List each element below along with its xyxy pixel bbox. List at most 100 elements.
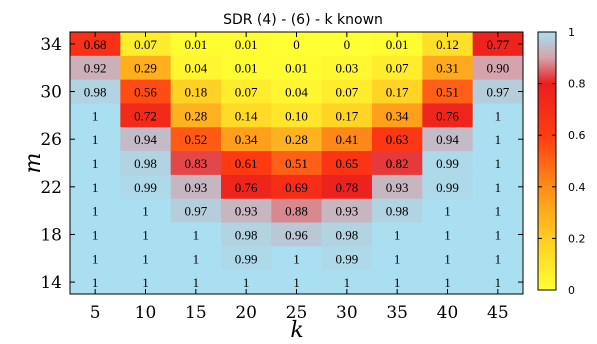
heatmap-cell (271, 222, 323, 247)
colorbar (537, 31, 557, 291)
cell-value-label: 0.93 (184, 180, 207, 195)
cell-value-label: 1 (243, 275, 250, 290)
heatmap-cell (321, 151, 373, 176)
cell-value-label: 1 (92, 156, 99, 171)
cell-value-label: 0.10 (285, 108, 308, 123)
cell-value-label: 0.93 (386, 180, 409, 195)
heatmap-cell (70, 246, 121, 271)
cell-value-label: 1 (142, 204, 149, 219)
cell-value-label: 1 (344, 275, 351, 290)
y-tick-label: 18 (40, 225, 62, 245)
heatmap-cell (372, 55, 423, 81)
cell-value-label: 0.94 (436, 132, 459, 147)
cell-value-label: 1 (495, 275, 502, 290)
cell-value-label: 1 (444, 275, 451, 290)
cell-value-label: 0.28 (184, 108, 207, 123)
cell-value-label: 1 (293, 251, 300, 266)
heatmap-cell (70, 222, 121, 247)
cell-value-label: 0.65 (335, 156, 358, 171)
x-tick-label: 25 (286, 303, 308, 323)
y-tick-label: 14 (40, 273, 62, 293)
heatmap-cell (70, 151, 121, 176)
colorbar-tick-label: 0.4 (568, 181, 586, 194)
heatmap-cell (422, 103, 474, 128)
cell-value-label: 0.17 (335, 108, 358, 123)
heatmap-cell (170, 79, 222, 104)
cell-value-label: 1 (444, 227, 451, 242)
heatmap-cell (372, 127, 423, 152)
cell-value-label: 1 (495, 108, 502, 123)
cell-value-label: 0.82 (386, 156, 409, 171)
cell-value-label: 1 (495, 132, 502, 147)
cell-value-label: 0.29 (134, 61, 157, 76)
colorbar-tick-label: 0 (568, 284, 575, 297)
cell-value-label: 1 (142, 251, 149, 266)
cell-value-label: 0.01 (184, 37, 207, 52)
heatmap-cell (221, 151, 272, 176)
heatmap-cell (170, 151, 222, 176)
heatmap-cell (321, 198, 373, 224)
heatmap-cell (372, 151, 423, 176)
heatmap-cell (372, 103, 423, 128)
heatmap-cell (472, 198, 524, 224)
heatmap-cell (372, 174, 423, 200)
colorbar-tick-label: 1 (568, 26, 575, 39)
heatmap-cell (221, 174, 272, 200)
cell-value-label: 1 (444, 251, 451, 266)
heatmap-cell (271, 55, 323, 81)
cell-value-label: 1 (142, 227, 149, 242)
cell-value-label: 0.68 (84, 37, 107, 52)
cell-value-label: 0.99 (134, 180, 157, 195)
heatmap-cell (170, 174, 222, 200)
cell-value-label: 0.31 (436, 61, 459, 76)
cell-value-label: 0.96 (285, 227, 308, 242)
cell-value-label: 0.01 (235, 37, 258, 52)
x-tick-label: 15 (185, 303, 207, 323)
heatmap-cell (221, 127, 272, 152)
cell-value-label: 0.01 (285, 61, 308, 76)
cell-value-label: 0.72 (134, 108, 157, 123)
cell-value-label: 0.03 (335, 61, 358, 76)
heatmap-cell (221, 222, 272, 247)
colorbar-tick-label: 0.8 (568, 78, 586, 91)
cell-value-label: 0.34 (386, 108, 409, 123)
cell-value-label: 0.18 (184, 85, 207, 100)
heatmap-cell (170, 198, 222, 224)
heatmap-cell (422, 246, 474, 271)
heatmap-cell (221, 79, 272, 104)
heatmap-cell (221, 55, 272, 81)
heatmap-cell (321, 222, 373, 247)
heatmap-cell (120, 222, 172, 247)
cell-value-label: 0.51 (285, 156, 308, 171)
heatmap-cell (472, 127, 524, 152)
x-tick-label: 45 (487, 303, 509, 323)
x-tick-label: 40 (437, 303, 459, 323)
cell-value-label: 1 (142, 275, 149, 290)
heatmap-cell (70, 198, 121, 224)
cell-value-label: 1 (293, 275, 300, 290)
cell-value-label: 0.76 (436, 108, 459, 123)
heatmap-cell (372, 246, 423, 271)
cell-value-label: 0.98 (235, 227, 258, 242)
cell-value-label: 1 (444, 204, 451, 219)
heatmap-cell (321, 246, 373, 271)
cell-value-label: 0.52 (184, 132, 207, 147)
heatmap-cell (120, 55, 172, 81)
heatmap-cell (70, 103, 121, 128)
heatmap-cell (120, 151, 172, 176)
cell-value-label: 0.97 (184, 204, 207, 219)
x-axis: 5 10 15 20 25 30 35 40 45 (90, 32, 509, 323)
colorbar-tick-label: 0.6 (568, 129, 586, 142)
cell-value-label: 0.93 (335, 204, 358, 219)
cell-value-label: 1 (92, 204, 99, 219)
heatmap-cell (321, 174, 373, 200)
cell-value-label: 0.07 (235, 85, 258, 100)
cell-value-label: 0.98 (84, 85, 107, 100)
heatmap-cell (321, 127, 373, 152)
heatmap-cell (120, 198, 172, 224)
cell-value-label: 0.07 (386, 61, 409, 76)
heatmap-cell (70, 55, 121, 81)
x-tick-label: 10 (135, 303, 157, 323)
x-tick-label: 30 (336, 303, 358, 323)
